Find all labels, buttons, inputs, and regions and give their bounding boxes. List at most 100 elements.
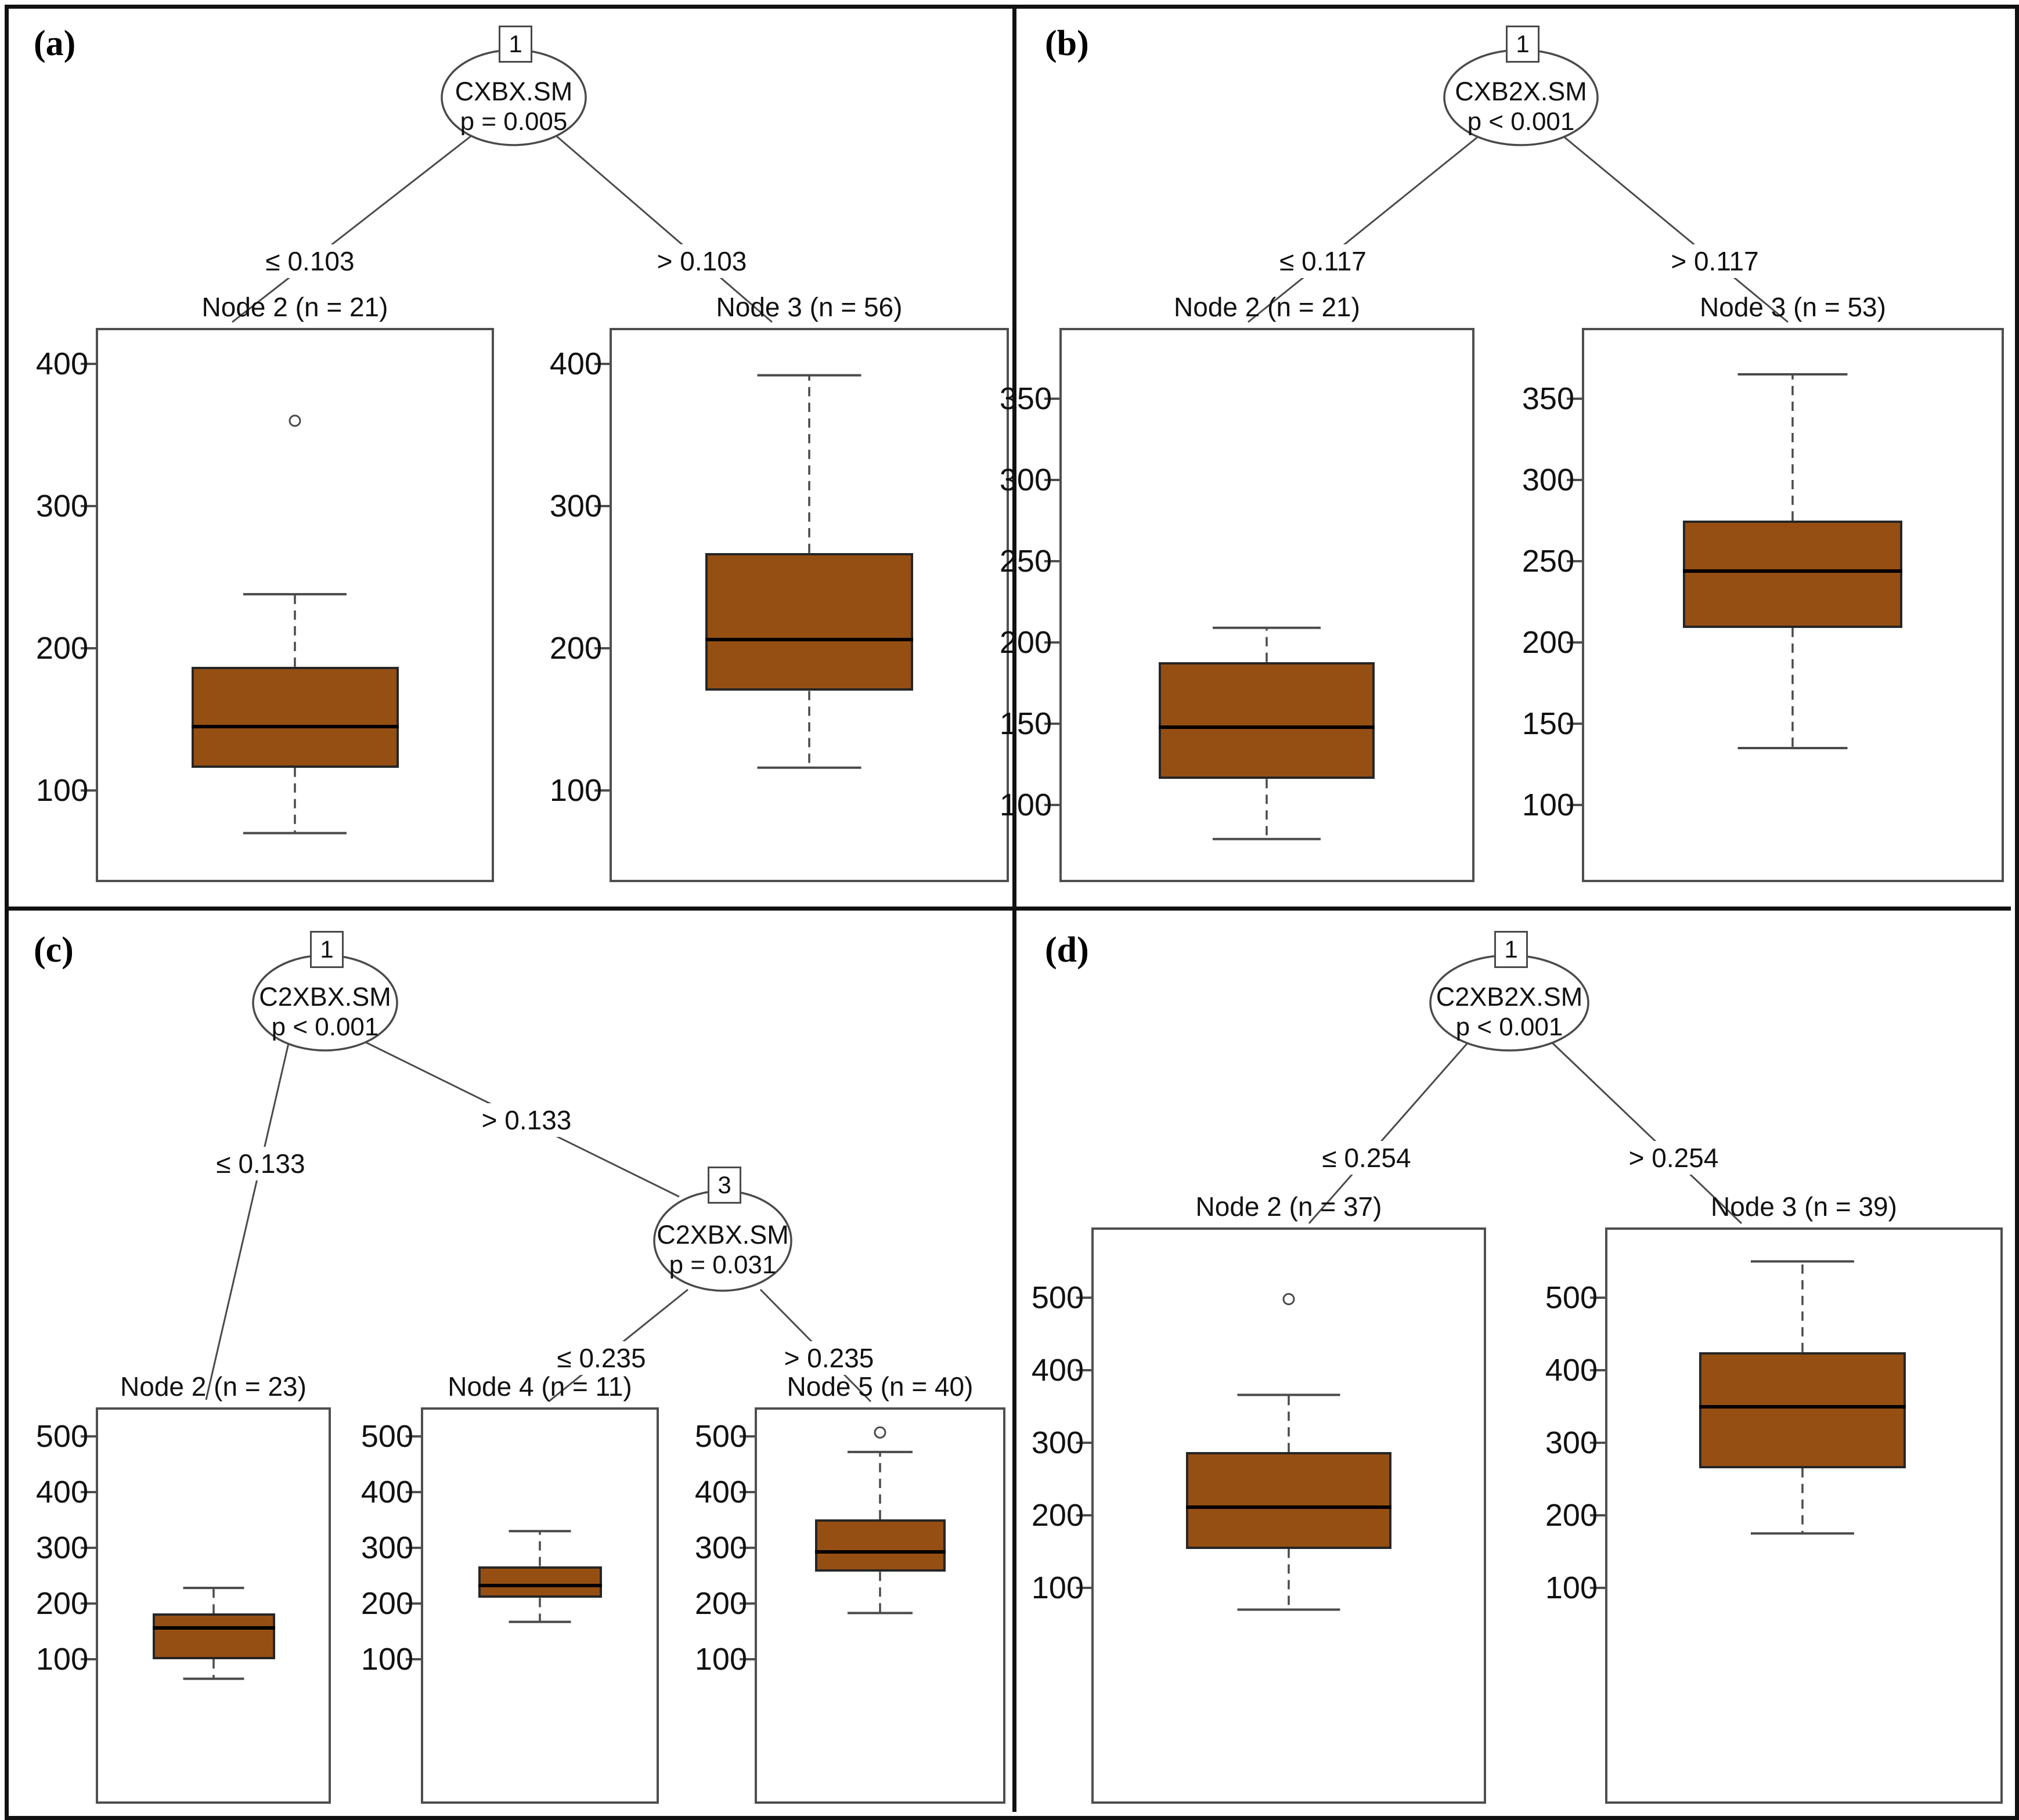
axis-tick-label: 400 — [549, 346, 602, 381]
axis-tick-mark — [1044, 398, 1059, 400]
split-rule-label: ≤ 0.254 — [1316, 1141, 1417, 1175]
axis-tick-label: 400 — [1031, 1353, 1084, 1388]
p-value-label: p < 0.001 — [1455, 1013, 1563, 1041]
p-value-label: p < 0.001 — [1467, 107, 1575, 136]
panel-horizontal-divider — [5, 907, 2011, 911]
axis-tick-mark — [740, 1435, 755, 1438]
axis-tick-label: 300 — [360, 1530, 413, 1565]
median-line — [478, 1584, 602, 1588]
axis-tick-mark — [1044, 641, 1059, 644]
tree-edge — [205, 1043, 290, 1400]
axis-tick-mark — [740, 1547, 755, 1549]
axis-tick-label: 400 — [694, 1475, 747, 1510]
axis-tick-label: 200 — [549, 631, 602, 666]
axis-tick-label: 100 — [1545, 1570, 1598, 1605]
axis-tick-mark — [1567, 804, 1582, 806]
axis-tick-mark — [1044, 560, 1059, 562]
split-rule-label: ≤ 0.235 — [551, 1341, 652, 1375]
plot-frame — [1605, 1227, 2003, 1804]
axis-tick-mark — [1044, 479, 1059, 481]
axis-tick-label: 200 — [1522, 625, 1574, 660]
node-title: Node 3 (n = 39) — [1711, 1191, 1897, 1222]
axis-tick-mark — [81, 1435, 96, 1438]
node-number-box: 3 — [708, 1167, 741, 1204]
axis-tick-label: 500 — [35, 1419, 88, 1454]
split-rule-label: ≤ 0.133 — [210, 1147, 311, 1180]
node-number-box: 1 — [310, 931, 344, 968]
node-title: Node 2 (n = 37) — [1195, 1191, 1382, 1222]
axis-tick-mark — [1567, 560, 1582, 562]
tree-edge — [1550, 1041, 1743, 1225]
axis-tick-mark — [1567, 723, 1582, 725]
p-value-label: p = 0.005 — [460, 107, 568, 136]
axis-tick-mark — [1590, 1587, 1605, 1589]
box-iqr — [1699, 1352, 1906, 1468]
axis-tick-label: 200 — [999, 625, 1052, 660]
axis-tick-label: 150 — [999, 706, 1052, 741]
split-variable-label: CXB2X.SM — [1455, 77, 1587, 106]
axis-tick-mark — [740, 1658, 755, 1660]
split-variable-label: C2XB2X.SM — [1436, 982, 1583, 1012]
p-value-label: p = 0.031 — [669, 1251, 777, 1279]
axis-tick-mark — [406, 1435, 421, 1438]
axis-tick-label: 100 — [694, 1642, 747, 1677]
node-title: Node 2 (n = 23) — [120, 1371, 307, 1402]
panel-label: (a) — [34, 24, 76, 63]
axis-tick-mark — [1590, 1514, 1605, 1516]
axis-tick-label: 400 — [1545, 1353, 1598, 1388]
axis-tick-mark — [594, 789, 610, 792]
axis-tick-label: 250 — [999, 544, 1052, 579]
axis-tick-mark — [81, 647, 96, 649]
panel-label: (c) — [34, 930, 74, 970]
axis-tick-label: 500 — [1031, 1280, 1084, 1315]
node-title: Node 2 (n = 21) — [201, 292, 388, 322]
axis-tick-label: 100 — [1031, 1570, 1084, 1605]
axis-tick-mark — [406, 1491, 421, 1493]
tree-edge — [1562, 135, 1789, 323]
axis-tick-mark — [1590, 1369, 1605, 1371]
median-line — [1186, 1505, 1391, 1510]
median-line — [152, 1626, 275, 1630]
tree-edge — [232, 135, 472, 323]
axis-tick-label: 300 — [694, 1530, 747, 1565]
axis-tick-label: 350 — [1522, 381, 1574, 416]
split-rule-label: > 0.103 — [651, 244, 753, 278]
node-title: Node 5 (n = 40) — [787, 1371, 974, 1402]
axis-tick-label: 300 — [1522, 463, 1574, 497]
outlier-point — [1282, 1293, 1295, 1305]
axis-tick-label: 350 — [999, 381, 1052, 416]
split-rule-label: ≤ 0.117 — [1274, 244, 1372, 278]
median-line — [1159, 725, 1375, 729]
axis-tick-label: 400 — [35, 1475, 88, 1510]
node-number-box: 1 — [499, 26, 532, 63]
plot-frame — [1059, 328, 1474, 882]
axis-tick-label: 200 — [35, 1586, 88, 1621]
node-number-box: 1 — [1506, 26, 1540, 63]
panel-label: (b) — [1045, 24, 1089, 63]
axis-tick-label: 400 — [35, 346, 88, 381]
axis-tick-mark — [594, 363, 610, 365]
axis-tick-label: 250 — [1522, 544, 1574, 579]
axis-tick-mark — [406, 1602, 421, 1605]
axis-tick-mark — [1076, 1297, 1091, 1299]
axis-tick-mark — [406, 1658, 421, 1660]
split-variable-label: C2XBX.SM — [259, 982, 391, 1012]
axis-tick-label: 100 — [35, 773, 88, 808]
axis-tick-label: 100 — [549, 773, 602, 808]
axis-tick-mark — [1076, 1514, 1091, 1516]
axis-tick-label: 100 — [1522, 788, 1574, 822]
node-title: Node 2 (n = 21) — [1174, 292, 1360, 322]
axis-tick-label: 300 — [999, 463, 1052, 497]
median-line — [1699, 1404, 1906, 1409]
axis-tick-label: 200 — [1545, 1498, 1598, 1533]
figure-outer-border — [5, 5, 2019, 1820]
axis-tick-label: 100 — [35, 1642, 88, 1677]
median-line — [705, 638, 913, 642]
axis-tick-mark — [1076, 1442, 1091, 1444]
axis-tick-mark — [740, 1602, 755, 1605]
axis-tick-mark — [1044, 804, 1059, 806]
axis-tick-label: 300 — [35, 489, 88, 523]
axis-tick-mark — [1590, 1297, 1605, 1299]
axis-tick-label: 500 — [694, 1419, 747, 1454]
